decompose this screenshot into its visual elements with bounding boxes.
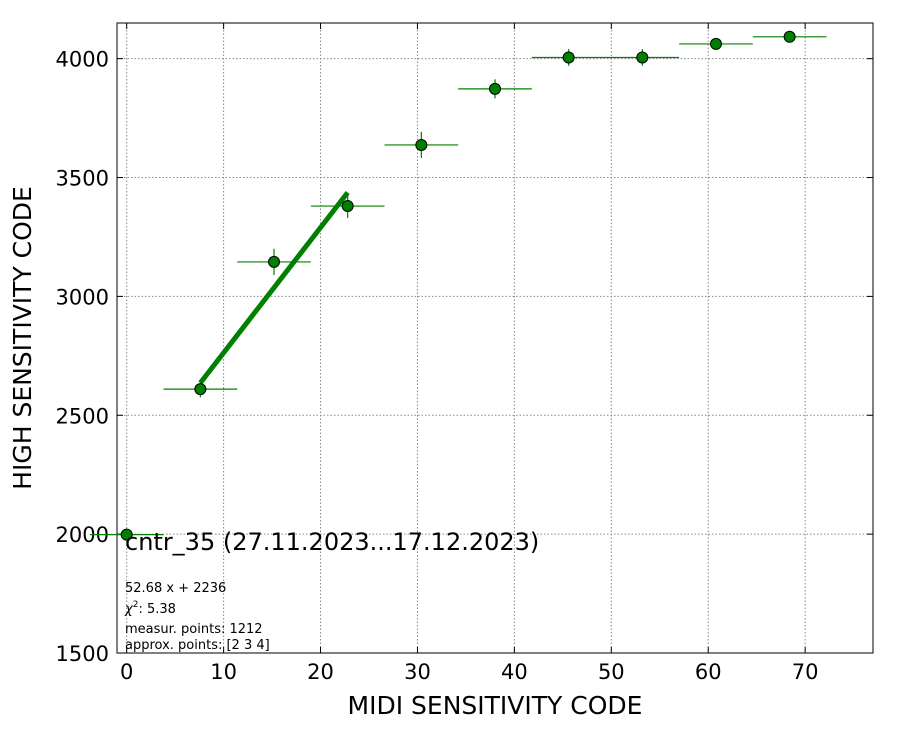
x-tick-label: 60 [695,660,722,684]
data-point [120,528,133,541]
fit-line [198,190,350,385]
data-point [489,82,501,95]
x-tick-label: 0 [120,660,133,684]
data-point [415,138,428,151]
y-tick-label: 2500 [56,404,109,428]
y-tick-label: 3500 [56,167,109,191]
approx-points: approx. points: [2 3 4] [125,638,270,653]
y-axis-label: HIGH SENSITIVITY CODE [8,186,37,490]
y-tick-label: 3000 [56,285,109,309]
data-point [636,51,649,64]
data-point [783,30,796,43]
y-tick-label: 1500 [56,642,109,666]
plot-frame [116,22,874,654]
x-tick-label: 20 [307,660,334,684]
chi2-value: χ2: 5.38 [124,600,176,617]
x-tick-label: 40 [501,660,528,684]
fit-equation: 52.68 x + 2236 [125,581,226,596]
y-tick-label: 4000 [56,48,109,72]
x-tick-label: 10 [210,660,237,684]
data-point [194,383,207,396]
data-points [89,30,827,541]
fit-line-group [198,190,350,385]
dataset-annotation: cntr_35 (27.11.2023...17.12.2023) [125,528,539,556]
data-point [709,37,722,50]
data-point [562,51,575,64]
x-tick-label: 50 [598,660,625,684]
data-point [341,200,354,213]
x-tick-label: 30 [404,660,431,684]
measur-points: measur. points: 1212 [125,622,263,637]
x-tick-label: 70 [792,660,819,684]
data-point [268,255,281,268]
x-axis-label: MIDI SENSITIVITY CODE [348,691,643,720]
grid [117,23,873,654]
